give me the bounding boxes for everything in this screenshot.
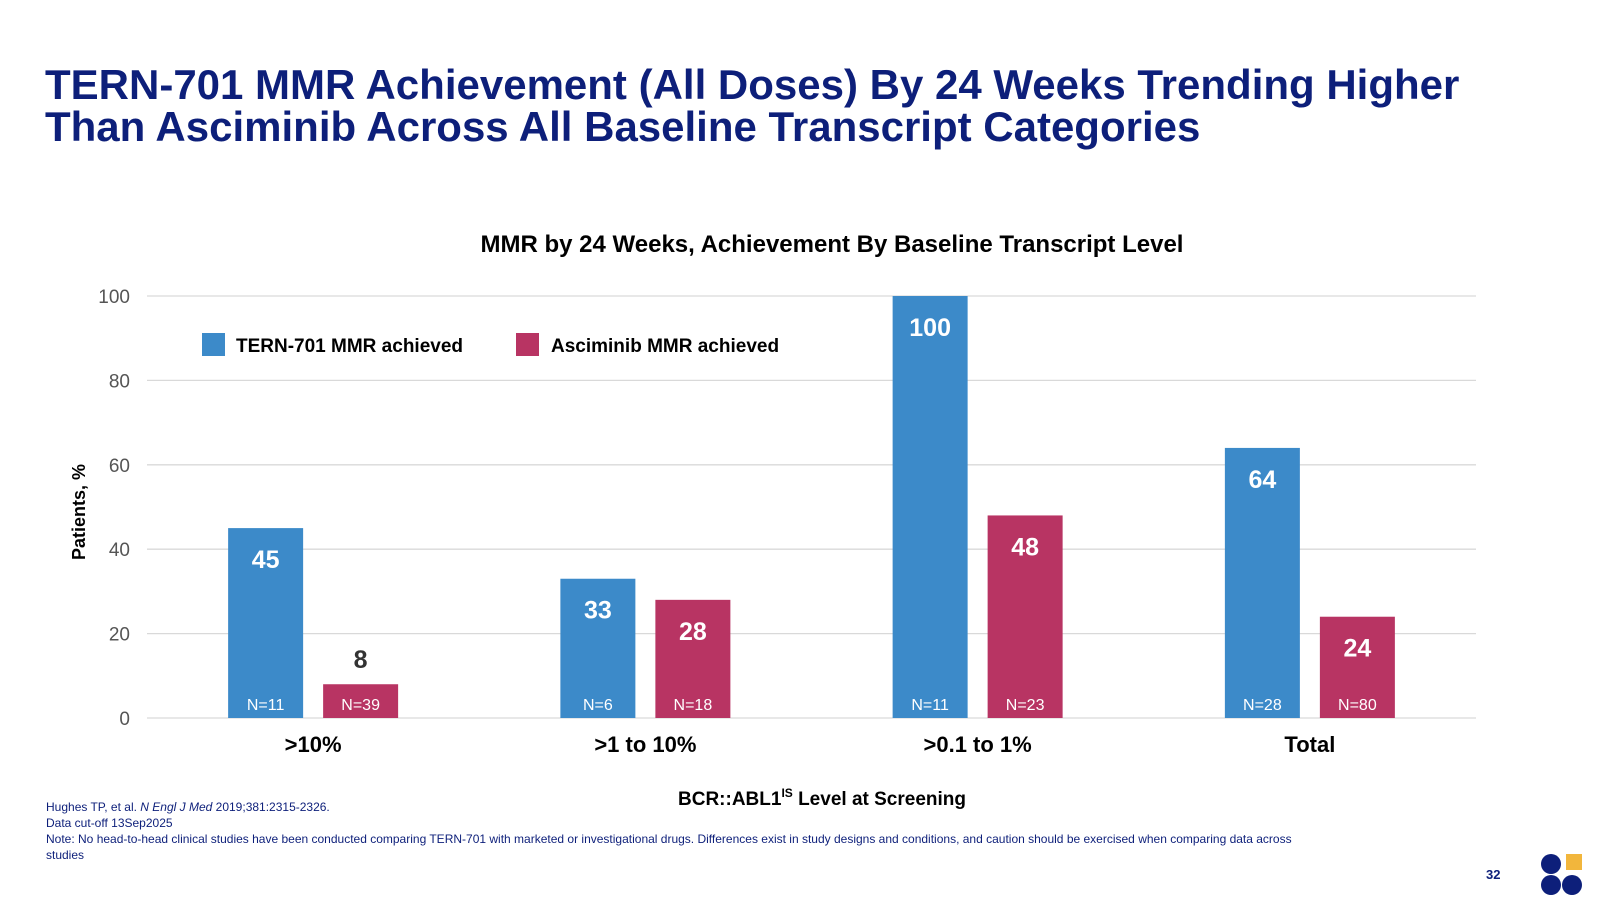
page-number: 32 <box>1486 867 1501 882</box>
bar-value-label: 100 <box>909 314 951 342</box>
bar-value-label: 45 <box>252 546 280 574</box>
data-cutoff: Data cut-off 13Sep2025 <box>46 816 173 830</box>
x-axis-label-rest: Level at Screening <box>793 789 966 810</box>
slide-title-line-2: Than Asciminib Across All Baseline Trans… <box>45 103 1201 150</box>
bar <box>987 515 1063 718</box>
disclaimer-note: Note: No head-to-head clinical studies h… <box>46 832 1292 862</box>
bar-value-label: 33 <box>584 597 612 625</box>
slide-title: TERN-701 MMR Achievement (All Doses) By … <box>45 64 1565 148</box>
bar <box>1224 447 1300 718</box>
bar-n-label: N=11 <box>247 697 285 714</box>
bar-value-label: 8 <box>354 646 368 674</box>
x-axis-label: BCR::ABL1IS Level at Screening <box>678 786 966 810</box>
bar-value-label: 48 <box>1011 533 1039 561</box>
y-tick-label: 80 <box>109 371 130 392</box>
bar <box>1319 616 1395 718</box>
reference-details: 2019;381:2315-2326. <box>212 800 330 814</box>
slide-title-line-1: TERN-701 MMR Achievement (All Doses) By … <box>45 61 1460 108</box>
bar <box>323 684 399 718</box>
bar-value-label: 24 <box>1343 635 1371 663</box>
bars: 45 N=11 8 N=39 33 N=6 28 N=18 100 N=11 48 N=23 64 N=2… <box>228 296 1395 718</box>
x-axis-categories: >10% >1 to 10% >0.1 to 1% Total <box>285 732 1336 757</box>
reference-authors: Hughes TP, et al. <box>46 800 141 814</box>
bar-value-label: 64 <box>1248 466 1276 494</box>
bar-n-label: N=28 <box>1243 697 1282 714</box>
bar-n-label: N=39 <box>341 697 380 714</box>
x-category-label: Total <box>1284 732 1335 757</box>
y-tick-label: 20 <box>109 625 130 646</box>
reference-citation: Hughes TP, et al. N Engl J Med 2019;381:… <box>46 799 1306 815</box>
y-axis-ticks: 0 20 40 60 80 100 <box>98 287 130 730</box>
y-tick-label: 0 <box>119 709 130 730</box>
y-tick-label: 60 <box>109 456 130 477</box>
bar <box>228 528 304 718</box>
legend-label-asciminib: Asciminib MMR achieved <box>551 336 779 357</box>
bar <box>560 578 636 718</box>
legend-label-tern: TERN-701 MMR achieved <box>236 336 463 357</box>
bar-n-label: N=6 <box>583 697 613 714</box>
y-tick-label: 40 <box>109 540 130 561</box>
footnotes: Hughes TP, et al. N Engl J Med 2019;381:… <box>46 799 1306 863</box>
legend-swatch-tern <box>202 333 225 356</box>
bar-n-label: N=23 <box>1006 697 1045 714</box>
bar-n-label: N=18 <box>674 697 713 714</box>
chart-title: MMR by 24 Weeks, Achievement By Baseline… <box>481 231 1184 258</box>
y-tick-label: 100 <box>98 287 130 308</box>
bar-n-label: N=11 <box>911 697 949 714</box>
bar-n-label: N=80 <box>1338 697 1377 714</box>
bar <box>655 599 731 718</box>
x-category-label: >10% <box>285 732 342 757</box>
company-logo <box>1541 854 1582 895</box>
x-category-label: >0.1 to 1% <box>924 732 1032 757</box>
legend: TERN-701 MMR achieved Asciminib MMR achi… <box>202 333 779 357</box>
legend-swatch-asciminib <box>516 333 539 356</box>
x-axis-label-main: BCR::ABL1 <box>678 789 782 810</box>
reference-journal: N Engl J Med <box>140 800 213 814</box>
x-category-label: >1 to 10% <box>594 732 696 757</box>
y-axis-label: Patients, % <box>69 464 89 560</box>
x-axis-label-superscript: IS <box>781 786 792 800</box>
bar <box>892 296 968 718</box>
bar-value-label: 28 <box>679 618 707 646</box>
